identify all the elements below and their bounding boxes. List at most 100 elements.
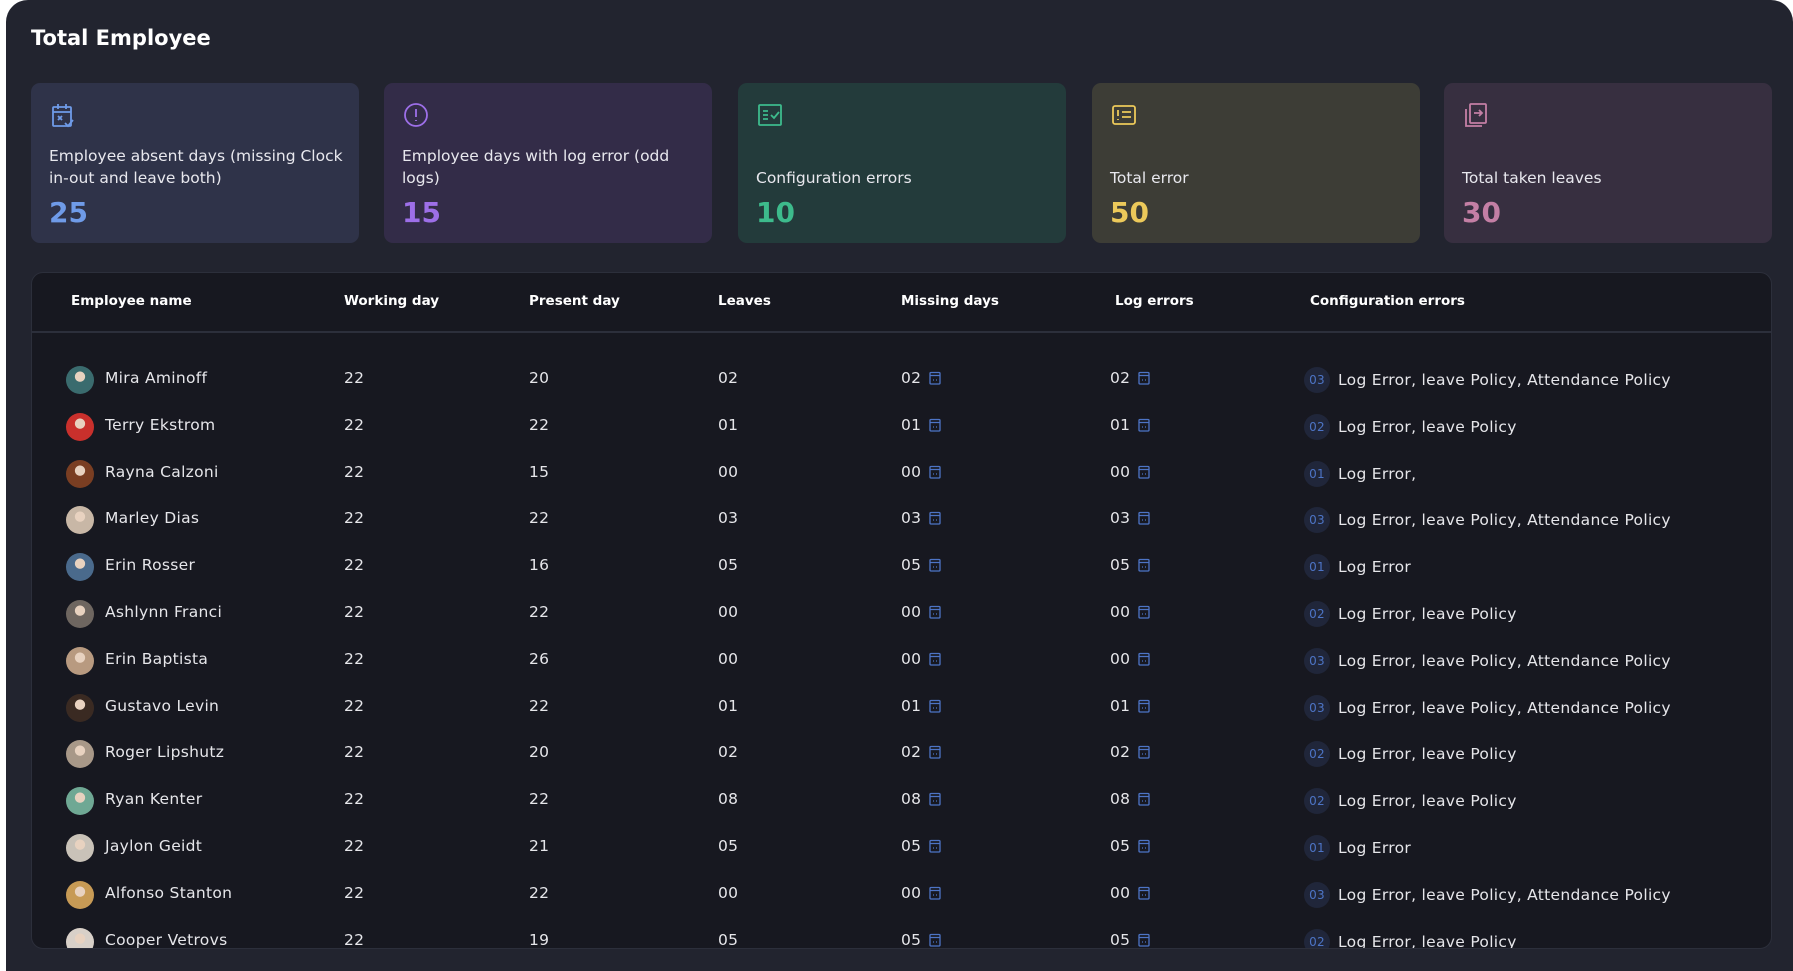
calendar-icon[interactable]	[1138, 652, 1150, 666]
avatar	[66, 366, 94, 394]
log-errors-value: 03	[1110, 509, 1131, 528]
config-error-count-badge: 02	[1304, 413, 1330, 440]
leaves: 05	[718, 837, 739, 855]
table-row[interactable]: Ashlynn Franci 22 22 00 00 00 02 Log Erro…	[32, 591, 1771, 637]
calendar-icon[interactable]	[1138, 418, 1150, 432]
total-employee-panel: Total Employee Employee absent days (mis…	[6, 0, 1793, 971]
employee-name[interactable]: Jaylon Geidt	[105, 837, 203, 855]
calendar-icon[interactable]	[1138, 886, 1150, 900]
column-header[interactable]: Configuration errors	[1310, 293, 1465, 309]
calendar-icon[interactable]	[1138, 839, 1150, 853]
employee-name[interactable]: Rayna Calzoni	[105, 462, 219, 481]
avatar	[66, 506, 94, 535]
employee-name[interactable]: Cooper Vetrovs	[105, 930, 228, 949]
stat-card: Employee days with log error (odd logs) …	[384, 83, 712, 243]
employee-name[interactable]: Alfonso Stanton	[105, 883, 233, 902]
calendar-icon[interactable]	[1138, 558, 1150, 572]
table-row[interactable]: Alfonso Stanton 22 22 00 00 00 03 Log Err…	[32, 872, 1771, 918]
employee-name[interactable]: Terry Ekstrom	[105, 415, 216, 434]
employee-name[interactable]: Ashlynn Franci	[105, 603, 223, 621]
column-header[interactable]: Employee name	[71, 293, 192, 309]
missing-days: 05	[901, 931, 941, 948]
present-day: 20	[529, 743, 550, 762]
present-day: 22	[529, 883, 550, 902]
config-error-list: Log Error, leave Policy	[1338, 417, 1517, 436]
config-error-list: Log Error, leave Policy, Attendance Poli…	[1338, 371, 1671, 389]
table-row[interactable]: Cooper Vetrovs 22 19 05 05 05 02 Log Erro…	[32, 919, 1771, 949]
calendar-icon[interactable]	[929, 745, 941, 760]
calendar-icon[interactable]	[929, 792, 941, 806]
calendar-icon[interactable]	[929, 886, 941, 900]
log-errors-value: 01	[1110, 415, 1131, 434]
table-row[interactable]: Marley Dias 22 22 03 03 03 03 Log Error, …	[32, 497, 1771, 543]
calendar-icon[interactable]	[929, 839, 941, 853]
leaves: 02	[718, 743, 739, 762]
calendar-icon[interactable]	[929, 511, 941, 526]
calendar-icon[interactable]	[1138, 511, 1150, 526]
log-errors: 03	[1110, 509, 1150, 527]
calendar-icon[interactable]	[1138, 371, 1150, 385]
present-day: 15	[529, 462, 550, 481]
calendar-icon[interactable]	[929, 418, 941, 432]
log-errors-value: 00	[1110, 462, 1131, 481]
employee-name[interactable]: Roger Lipshutz	[105, 743, 225, 762]
leaves: 08	[718, 790, 739, 809]
column-header[interactable]: Working day	[344, 293, 440, 309]
avatar	[66, 927, 94, 948]
working-day: 22	[344, 883, 365, 902]
table-row[interactable]: Erin Baptista 22 26 00 00 00 03 Log Error…	[32, 638, 1771, 684]
calendar-icon[interactable]	[929, 605, 941, 619]
calendar-icon[interactable]	[929, 371, 941, 385]
column-header[interactable]: Present day	[529, 293, 620, 309]
config-error-list: Log Error, leave Policy, Attendance Poli…	[1338, 698, 1671, 717]
calendar-icon[interactable]	[929, 558, 941, 572]
employee-table: Employee name Working day Present day Leave…	[31, 272, 1772, 949]
calendar-icon[interactable]	[1138, 745, 1150, 760]
employee-name[interactable]: Erin Rosser	[105, 556, 196, 575]
column-header[interactable]: Missing days	[901, 293, 999, 309]
calendar-icon[interactable]	[929, 465, 941, 479]
log-errors-value: 08	[1110, 790, 1131, 809]
table-row[interactable]: Gustavo Levin 22 22 01 01 01 03 Log Error…	[32, 685, 1771, 731]
table-row[interactable]: Ryan Kenter 22 22 08 08 08 02 Log Error, …	[32, 778, 1771, 824]
column-header[interactable]: Log errors	[1115, 293, 1194, 309]
config-error-count-badge: 02	[1304, 788, 1330, 815]
leaves: 00	[718, 883, 739, 902]
configuration-errors: 02 Log Error, leave Policy	[1304, 601, 1517, 627]
table-row[interactable]: Erin Rosser 22 16 05 05 05 01 Log Error	[32, 544, 1771, 590]
table-row[interactable]: Roger Lipshutz 22 20 02 02 02 02 Log Erro…	[32, 731, 1771, 777]
calendar-icon[interactable]	[929, 933, 941, 947]
employee-name[interactable]: Mira Aminoff	[105, 369, 208, 387]
configuration-errors: 03 Log Error, leave Policy, Attendance Po…	[1304, 507, 1671, 534]
column-header[interactable]: Leaves	[718, 293, 771, 309]
config-error-count-badge: 03	[1304, 881, 1330, 908]
calendar-icon[interactable]	[1138, 605, 1150, 619]
employee-name[interactable]: Ryan Kenter	[105, 790, 203, 809]
log-errors: 02	[1110, 743, 1150, 761]
stat-value: 10	[756, 196, 795, 229]
calendar-icon[interactable]	[929, 699, 941, 713]
log-errors: 08	[1110, 790, 1150, 808]
employee-name[interactable]: Marley Dias	[105, 509, 200, 528]
table-row[interactable]: Rayna Calzoni 22 15 00 00 00 01 Log Error…	[32, 451, 1771, 497]
table-row[interactable]: Jaylon Geidt 22 21 05 05 05 01 Log Error	[32, 825, 1771, 871]
missing-days-value: 00	[901, 883, 922, 902]
calendar-icon[interactable]	[1138, 465, 1150, 479]
calendar-icon[interactable]	[1138, 933, 1150, 947]
missing-days: 05	[901, 556, 941, 574]
missing-days-value: 03	[901, 509, 922, 528]
table-row[interactable]: Terry Ekstrom 22 22 01 01 01 02 Log Error…	[32, 404, 1771, 450]
configuration-errors: 03 Log Error, leave Policy, Attendance Po…	[1304, 694, 1671, 721]
missing-days-value: 00	[901, 462, 922, 481]
table-row[interactable]: Mira Aminoff 22 20 02 02 02 03 Log Error,…	[32, 357, 1771, 403]
employee-name[interactable]: Gustavo Levin	[105, 696, 220, 715]
calendar-icon[interactable]	[1138, 699, 1150, 713]
working-day: 22	[344, 556, 365, 575]
avatar	[66, 834, 94, 862]
log-errors-value: 05	[1110, 837, 1131, 855]
calendar-icon[interactable]	[1138, 792, 1150, 806]
leaves: 01	[718, 415, 739, 434]
leave-transfer-icon	[1465, 103, 1487, 127]
employee-name[interactable]: Erin Baptista	[105, 649, 209, 668]
calendar-icon[interactable]	[929, 652, 941, 666]
